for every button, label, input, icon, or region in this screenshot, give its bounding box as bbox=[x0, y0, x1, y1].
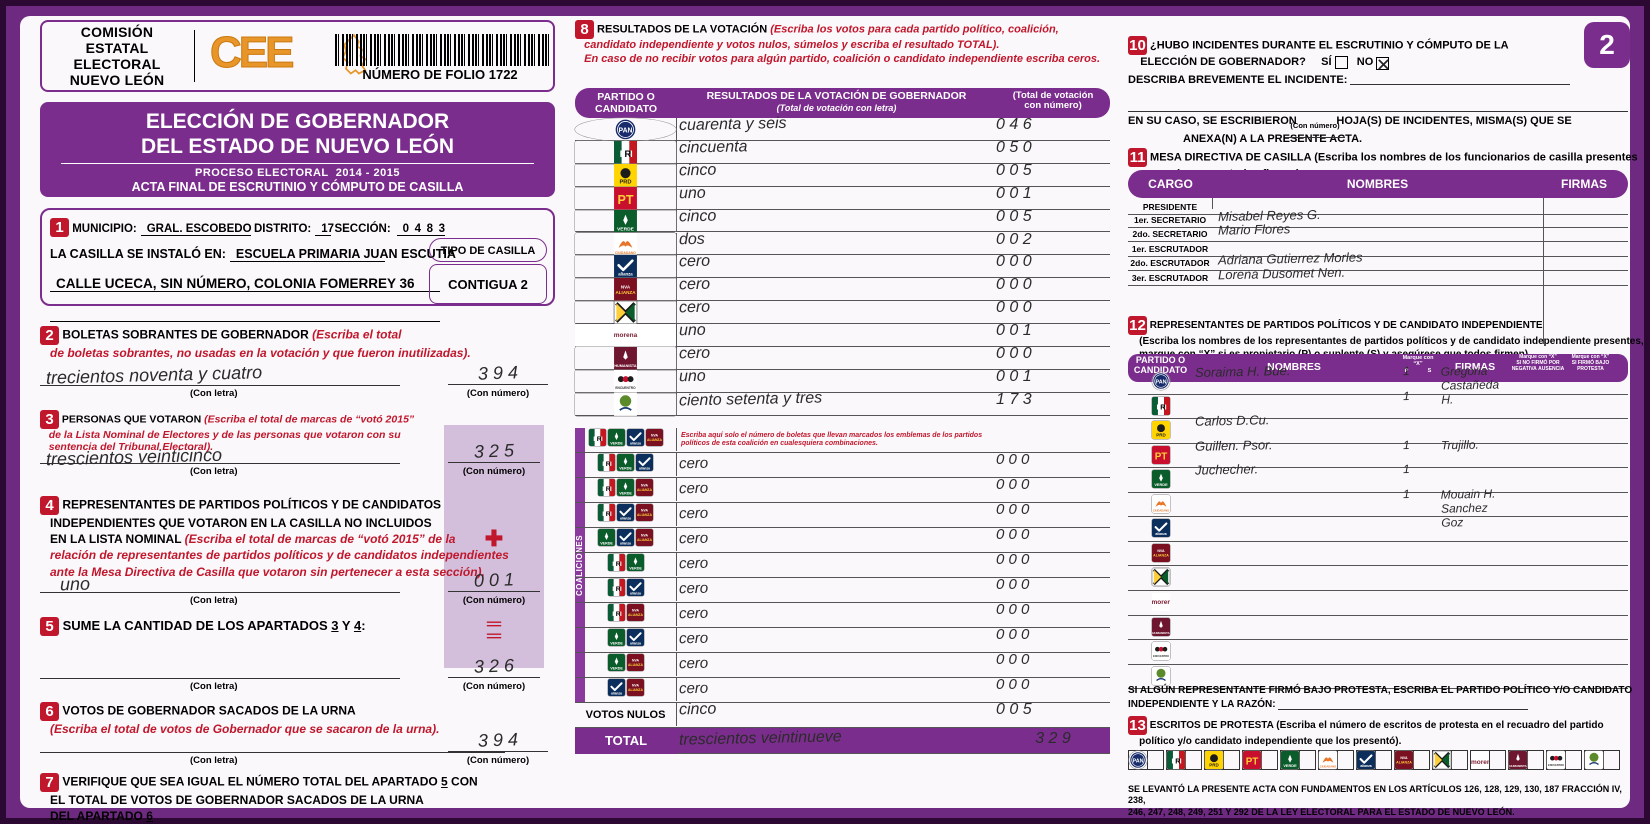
svg-text:VERDE: VERDE bbox=[610, 641, 623, 645]
svg-text:HUMANISTA: HUMANISTA bbox=[1509, 764, 1527, 768]
svg-text:ALIANZA: ALIANZA bbox=[637, 487, 652, 491]
svg-text:I: I bbox=[619, 560, 621, 567]
svg-text:ALIANZA: ALIANZA bbox=[637, 537, 652, 541]
svg-text:I: I bbox=[619, 610, 621, 617]
svg-text:ALIANZA: ALIANZA bbox=[615, 290, 636, 295]
svg-text:alianza: alianza bbox=[1360, 764, 1371, 768]
svg-text:ALIANZA: ALIANZA bbox=[637, 512, 652, 516]
svg-text:NVA: NVA bbox=[632, 683, 639, 687]
svg-text:ALIANZA: ALIANZA bbox=[1396, 761, 1412, 765]
svg-text:ALIANZA: ALIANZA bbox=[628, 687, 643, 691]
svg-text:ENCUENTRO: ENCUENTRO bbox=[1153, 655, 1169, 658]
svg-text:alianza: alianza bbox=[639, 466, 650, 470]
svg-text:alianza: alianza bbox=[618, 272, 633, 277]
svg-text:ENCUENTRO: ENCUENTRO bbox=[615, 386, 636, 390]
svg-text:VERDE: VERDE bbox=[617, 226, 635, 232]
svg-text:PRD: PRD bbox=[1209, 762, 1219, 767]
svg-text:CIUDADANO: CIUDADANO bbox=[1320, 765, 1336, 769]
svg-text:I: I bbox=[610, 485, 612, 492]
svg-text:PAN: PAN bbox=[619, 127, 633, 134]
svg-text:VERDE: VERDE bbox=[1283, 763, 1297, 768]
svg-text:VERDE: VERDE bbox=[600, 541, 613, 545]
svg-text:alianza: alianza bbox=[1155, 532, 1166, 536]
svg-text:VERDE: VERDE bbox=[629, 566, 642, 570]
svg-text:I: I bbox=[600, 435, 602, 442]
svg-text:NVA: NVA bbox=[632, 658, 639, 662]
svg-text:alianza: alianza bbox=[630, 591, 641, 595]
svg-text:PRD: PRD bbox=[1156, 432, 1166, 437]
svg-text:I: I bbox=[630, 149, 633, 159]
svg-text:NVA: NVA bbox=[632, 608, 639, 612]
svg-text:CIUDADANO: CIUDADANO bbox=[1152, 508, 1168, 512]
svg-text:NVA: NVA bbox=[651, 433, 658, 437]
svg-text:PT: PT bbox=[1154, 451, 1167, 462]
svg-text:PAN: PAN bbox=[1155, 379, 1166, 385]
svg-text:PT: PT bbox=[617, 193, 633, 207]
svg-text:I: I bbox=[1180, 757, 1182, 766]
svg-text:PT: PT bbox=[1246, 757, 1259, 768]
svg-text:ALIANZA: ALIANZA bbox=[628, 612, 643, 616]
svg-text:NVA: NVA bbox=[1157, 549, 1165, 553]
svg-text:VERDE: VERDE bbox=[619, 491, 632, 495]
svg-text:ALIANZA: ALIANZA bbox=[628, 662, 643, 666]
svg-text:ALIANZA: ALIANZA bbox=[647, 437, 662, 441]
svg-text:NVA: NVA bbox=[641, 508, 648, 512]
svg-text:I: I bbox=[1164, 402, 1166, 411]
svg-text:VERDE: VERDE bbox=[610, 666, 623, 670]
svg-text:VERDE: VERDE bbox=[619, 466, 632, 470]
svg-text:HUMANISTA: HUMANISTA bbox=[614, 364, 637, 368]
svg-text:alianza: alianza bbox=[620, 541, 631, 545]
svg-text:ENCUENTRO: ENCUENTRO bbox=[1548, 764, 1564, 767]
svg-text:I: I bbox=[610, 510, 612, 517]
svg-text:VERDE: VERDE bbox=[610, 441, 623, 445]
svg-text:PAN: PAN bbox=[1133, 758, 1144, 764]
svg-text:ALIANZA: ALIANZA bbox=[1153, 553, 1169, 557]
svg-text:I: I bbox=[619, 585, 621, 592]
svg-text:NVA: NVA bbox=[641, 533, 648, 537]
svg-text:NVA: NVA bbox=[1400, 756, 1408, 760]
svg-text:I: I bbox=[610, 460, 612, 467]
svg-text:alianza: alianza bbox=[620, 516, 631, 520]
svg-text:NVA: NVA bbox=[641, 483, 648, 487]
svg-text:CIUDADANO: CIUDADANO bbox=[615, 251, 636, 255]
svg-text:VERDE: VERDE bbox=[1154, 482, 1168, 487]
svg-text:alianza: alianza bbox=[630, 641, 641, 645]
svg-text:alianza: alianza bbox=[630, 441, 641, 445]
svg-text:alianza: alianza bbox=[611, 691, 622, 695]
svg-text:PRD: PRD bbox=[619, 179, 631, 185]
svg-text:NVA: NVA bbox=[621, 285, 631, 290]
svg-text:HUMANISTA: HUMANISTA bbox=[1152, 630, 1170, 634]
